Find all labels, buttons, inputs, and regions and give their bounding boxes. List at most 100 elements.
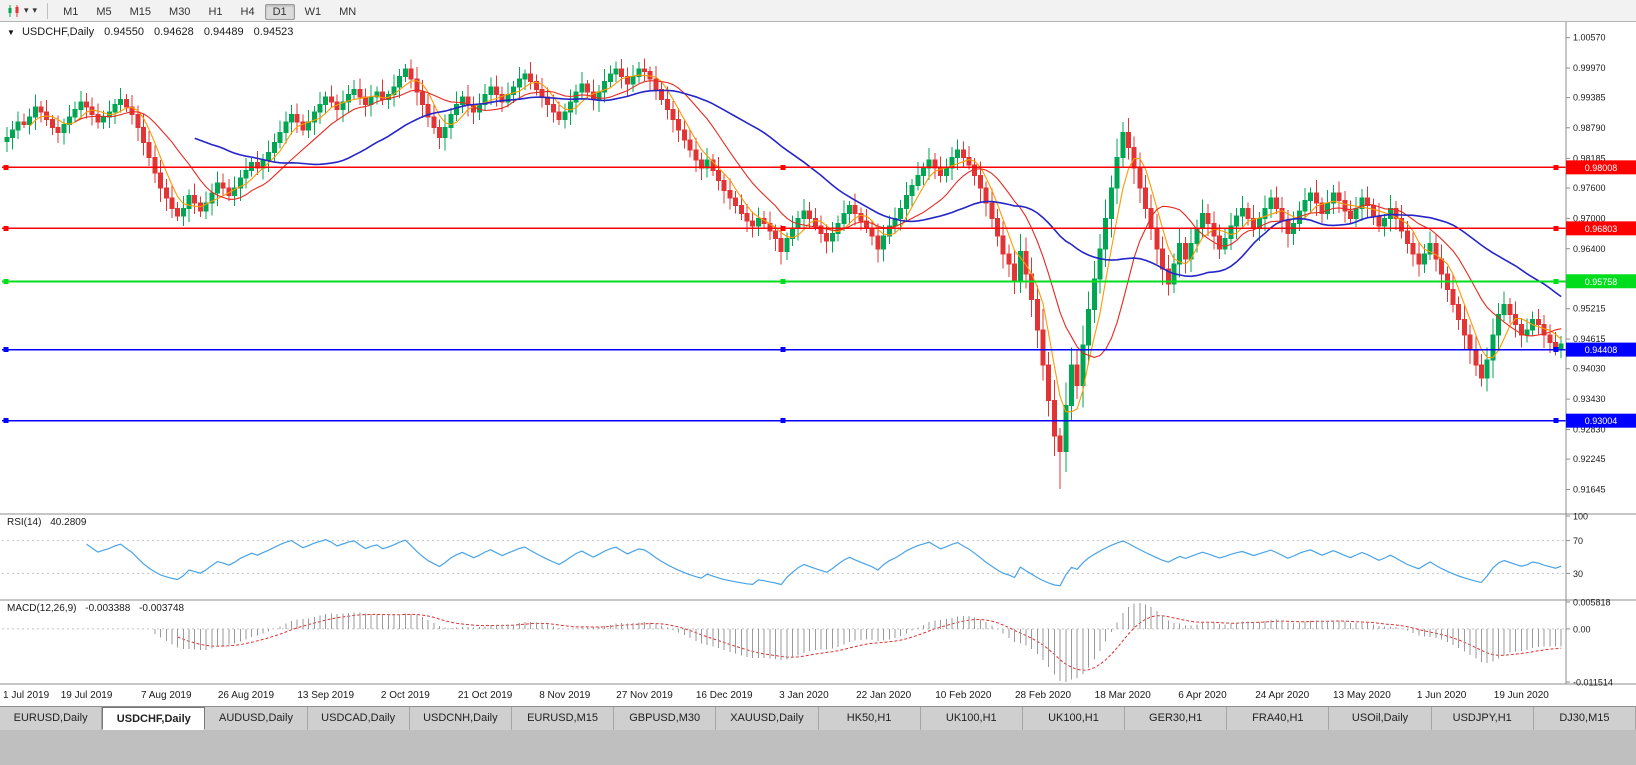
ohlc-open: 0.94550 bbox=[104, 26, 144, 38]
svg-text:21 Oct 2019: 21 Oct 2019 bbox=[458, 690, 513, 701]
svg-text:18 Mar 2020: 18 Mar 2020 bbox=[1095, 690, 1152, 701]
timeframe-button-m15[interactable]: M15 bbox=[129, 5, 152, 18]
svg-text:6 Apr 2020: 6 Apr 2020 bbox=[1178, 690, 1227, 701]
macd-histogram bbox=[154, 603, 1562, 682]
line-handle[interactable] bbox=[1553, 347, 1559, 353]
svg-text:19 Jul 2019: 19 Jul 2019 bbox=[61, 690, 113, 701]
rsi-value: 40.2809 bbox=[50, 517, 87, 528]
timeframe-button-w1[interactable]: W1 bbox=[304, 5, 322, 18]
tab-gbpusd-m30[interactable]: GBPUSD,M30 bbox=[614, 707, 717, 730]
svg-text:0.94030: 0.94030 bbox=[1573, 364, 1606, 374]
tab-uk100-h1[interactable]: UK100,H1 bbox=[920, 707, 1023, 730]
macd-name: MACD(12,26,9) bbox=[7, 603, 77, 614]
rsi-line bbox=[86, 539, 1562, 587]
ma-line-slow bbox=[194, 89, 1562, 298]
tab-hk50-h1[interactable]: HK50,H1 bbox=[818, 707, 921, 730]
tab-usdcad-daily[interactable]: USDCAD,Daily bbox=[307, 707, 410, 730]
line-handle[interactable] bbox=[3, 225, 9, 231]
timeframe-button-d1[interactable]: D1 bbox=[264, 3, 295, 20]
timeframe-button-m5[interactable]: M5 bbox=[96, 5, 112, 18]
svg-text:0.91645: 0.91645 bbox=[1573, 484, 1606, 494]
line-handle[interactable] bbox=[780, 164, 786, 170]
tab-audusd-daily[interactable]: AUDUSD,Daily bbox=[205, 707, 308, 730]
timeframe-button-h4[interactable]: H4 bbox=[240, 5, 255, 18]
svg-text:0.98790: 0.98790 bbox=[1573, 123, 1606, 133]
line-handle[interactable] bbox=[780, 278, 786, 284]
line-handle[interactable] bbox=[3, 347, 9, 353]
svg-text:0.92830: 0.92830 bbox=[1573, 424, 1606, 434]
line-handle[interactable] bbox=[780, 347, 786, 353]
tab-fra40-h1[interactable]: FRA40,H1 bbox=[1227, 707, 1330, 730]
line-handle[interactable] bbox=[3, 164, 9, 170]
rsi-indicator-label: RSI(14) 40.2809 bbox=[7, 517, 86, 528]
line-handle[interactable] bbox=[1553, 278, 1559, 284]
svg-text:13 May 2020: 13 May 2020 bbox=[1333, 690, 1391, 701]
line-handle[interactable] bbox=[1553, 225, 1559, 231]
svg-text:24 Apr 2020: 24 Apr 2020 bbox=[1255, 690, 1309, 701]
svg-text:19 Jun 2020: 19 Jun 2020 bbox=[1494, 690, 1549, 701]
tab-eurusd-daily[interactable]: EURUSD,Daily bbox=[0, 707, 103, 730]
line-handle[interactable] bbox=[3, 418, 9, 424]
tab-dj30-m15[interactable]: DJ30,M15 bbox=[1533, 707, 1636, 730]
ohlc-high: 0.94628 bbox=[154, 26, 194, 38]
timeframe-button-m30[interactable]: M30 bbox=[169, 5, 191, 18]
symbol-dropdown-icon[interactable]: ▼ bbox=[7, 28, 15, 37]
chart-title-row: ▼ USDCHF,Daily 0.94550 0.94628 0.94489 0… bbox=[7, 26, 293, 38]
tab-usdcnh-daily[interactable]: USDCNH,Daily bbox=[409, 707, 512, 730]
svg-text:100: 100 bbox=[1573, 512, 1588, 522]
svg-text:3 Jan 2020: 3 Jan 2020 bbox=[779, 690, 829, 701]
price-tag-0.94408: 0.94408 bbox=[1585, 345, 1618, 355]
svg-text:1 Jun 2020: 1 Jun 2020 bbox=[1417, 690, 1467, 701]
timeframe-button-m1[interactable]: M1 bbox=[63, 5, 79, 18]
ma-line-fast bbox=[29, 74, 1562, 413]
svg-text:0.93430: 0.93430 bbox=[1573, 394, 1606, 404]
svg-text:8 Nov 2019: 8 Nov 2019 bbox=[539, 690, 591, 701]
chart-type-dropdown-icon[interactable]: ▾ bbox=[24, 5, 29, 15]
svg-text:7 Aug 2019: 7 Aug 2019 bbox=[141, 690, 192, 701]
macd-signal-line bbox=[177, 613, 1562, 671]
timeframes-dropdown-icon[interactable]: ▾ bbox=[32, 5, 38, 15]
ohlc-low: 0.94489 bbox=[203, 26, 244, 38]
toolbar-separator bbox=[47, 2, 49, 19]
svg-text:0.92245: 0.92245 bbox=[1573, 454, 1606, 464]
tab-xauusd-daily[interactable]: XAUUSD,Daily bbox=[716, 707, 819, 730]
svg-text:0.97600: 0.97600 bbox=[1573, 183, 1606, 193]
svg-text:0.96400: 0.96400 bbox=[1573, 244, 1606, 254]
line-handle[interactable] bbox=[780, 225, 786, 231]
timeframe-button-h1[interactable]: H1 bbox=[208, 5, 223, 18]
svg-text:0.98185: 0.98185 bbox=[1573, 153, 1606, 163]
line-handle[interactable] bbox=[1553, 418, 1559, 424]
svg-text:0.99385: 0.99385 bbox=[1573, 93, 1606, 103]
svg-text:2 Oct 2019: 2 Oct 2019 bbox=[381, 690, 430, 701]
tab-usdjpy-h1[interactable]: USDJPY,H1 bbox=[1431, 707, 1534, 730]
macd-value-signal: -0.003748 bbox=[139, 603, 185, 614]
svg-text:28 Feb 2020: 28 Feb 2020 bbox=[1015, 690, 1072, 701]
timeframe-button-mn[interactable]: MN bbox=[339, 5, 357, 18]
price-tag-0.93004: 0.93004 bbox=[1585, 416, 1618, 426]
tab-uk100-h1[interactable]: UK100,H1 bbox=[1022, 707, 1126, 730]
status-strip bbox=[0, 730, 1636, 765]
line-handle[interactable] bbox=[780, 418, 786, 424]
line-handle[interactable] bbox=[1553, 164, 1559, 170]
chart-type-icon[interactable] bbox=[4, 2, 24, 20]
svg-text:0.005818: 0.005818 bbox=[1573, 598, 1611, 608]
svg-text:26 Aug 2019: 26 Aug 2019 bbox=[218, 690, 275, 701]
tab-usoil-daily[interactable]: USOil,Daily bbox=[1329, 707, 1432, 730]
line-handle[interactable] bbox=[3, 278, 9, 284]
svg-text:27 Nov 2019: 27 Nov 2019 bbox=[616, 690, 673, 701]
svg-text:22 Jan 2020: 22 Jan 2020 bbox=[856, 690, 911, 701]
svg-text:0.97000: 0.97000 bbox=[1573, 213, 1606, 223]
svg-text:70: 70 bbox=[1573, 536, 1583, 546]
svg-text:13 Sep 2019: 13 Sep 2019 bbox=[297, 690, 354, 701]
macd-indicator-label: MACD(12,26,9) -0.003388 -0.003748 bbox=[7, 603, 184, 614]
tab-eurusd-m15[interactable]: EURUSD,M15 bbox=[511, 707, 615, 730]
chart-canvas[interactable]: 1.00570 0.99970 0.99385 0.98790 0.98185 0.976… bbox=[0, 22, 1636, 706]
ohlc-close: 0.94523 bbox=[253, 26, 294, 38]
svg-text:-0.011514: -0.011514 bbox=[1573, 678, 1613, 688]
tab-usdchf-daily[interactable]: USDCHF,Daily bbox=[102, 707, 206, 730]
svg-text:1 Jul 2019: 1 Jul 2019 bbox=[3, 690, 50, 701]
svg-text:0.99970: 0.99970 bbox=[1573, 63, 1606, 73]
svg-text:10 Feb 2020: 10 Feb 2020 bbox=[935, 690, 992, 701]
tab-ger30-h1[interactable]: GER30,H1 bbox=[1125, 707, 1228, 730]
